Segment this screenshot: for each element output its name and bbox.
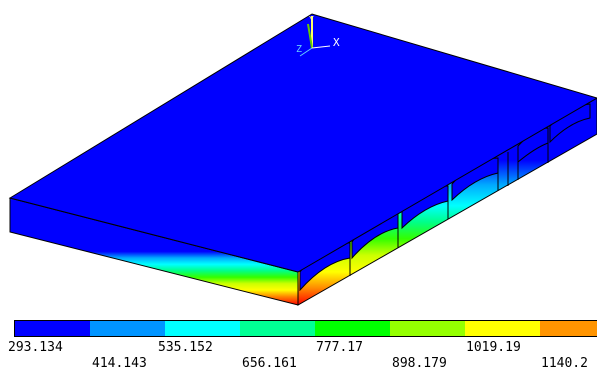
- legend-label-5: 777.17: [316, 340, 363, 355]
- plate-model: X Z Y: [8, 13, 597, 306]
- legend-label-1: 293.134: [8, 340, 63, 355]
- legend-swatch-5: [315, 321, 390, 336]
- legend-label-3: 535.152: [158, 340, 213, 355]
- legend-label-4: 656.161: [242, 356, 297, 371]
- legend-swatch-7: [465, 321, 540, 336]
- legend-label-8: 1140.2: [541, 356, 588, 371]
- axis-triad: X Z Y: [296, 15, 340, 57]
- contour-legend: 293.134 535.152 777.17 1019.19 414.143 6…: [0, 315, 597, 376]
- legend-swatch-8: [540, 321, 597, 336]
- rib-lines: [349, 128, 549, 276]
- legend-swatch-1: [15, 321, 90, 336]
- axis-label-x: X: [333, 36, 340, 49]
- legend-swatch-6: [390, 321, 465, 336]
- top-face: [8, 13, 597, 273]
- legend-label-2: 414.143: [92, 356, 147, 371]
- legend-color-bar: [14, 320, 597, 337]
- axis-label-z: Z: [296, 44, 302, 55]
- legend-label-7: 1019.19: [466, 340, 521, 355]
- legend-label-6: 898.179: [392, 356, 447, 371]
- graphics-viewport[interactable]: X Z Y: [0, 0, 597, 310]
- legend-swatch-2: [90, 321, 165, 336]
- legend-swatch-3: [165, 321, 240, 336]
- axis-label-y: Y: [309, 15, 314, 24]
- legend-swatch-4: [240, 321, 315, 336]
